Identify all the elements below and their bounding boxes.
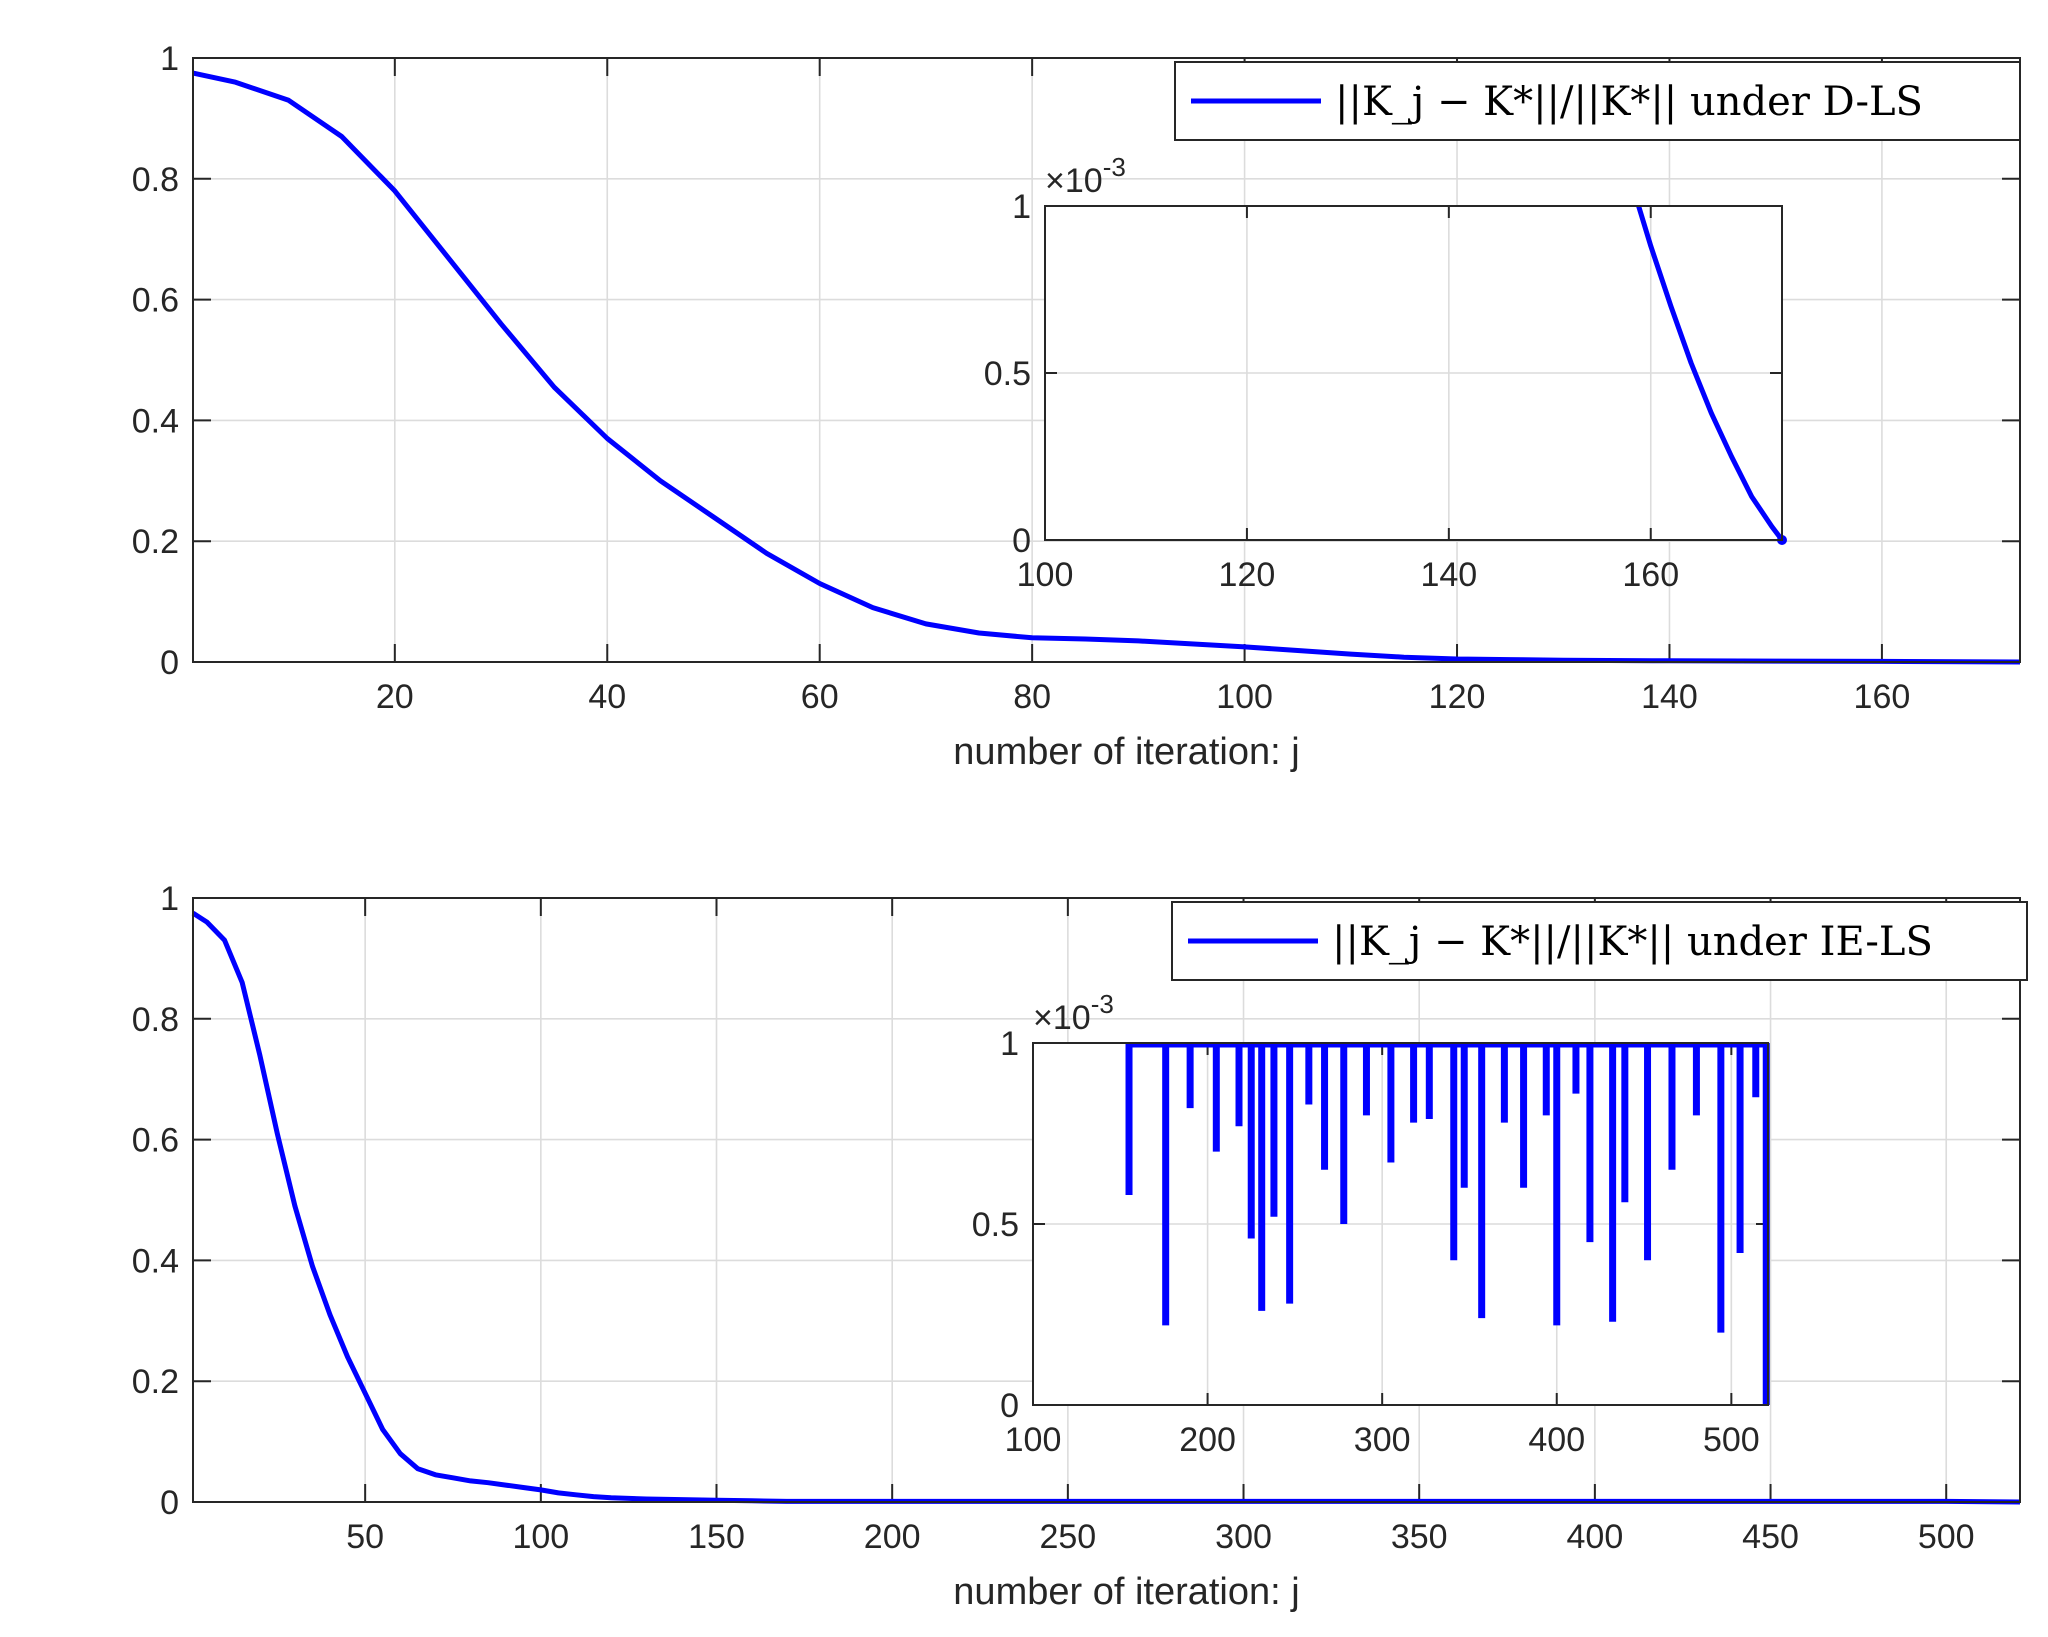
- x-tick-label: 80: [1013, 678, 1051, 716]
- x-tick-label: 400: [1567, 1518, 1624, 1556]
- inset-axes: 100 200 300 400 500 0 0.5 1 ×10-3: [972, 989, 1770, 1459]
- inset-spikes: [1125, 1042, 1770, 1405]
- x-tick-label: 150: [688, 1518, 745, 1556]
- x-tick-label: 20: [376, 678, 414, 716]
- top-chart-panel: 20 40 60 80 100 120 140 160 0 0.2 0.4 0.6 0.8 1 number…: [132, 40, 2021, 773]
- x-tick-label: 450: [1742, 1518, 1799, 1556]
- inset-y-tick-label: 0.5: [972, 1206, 1019, 1244]
- legend: ||K_j − K*||/||K*|| under IE-LS: [1171, 901, 2028, 981]
- inset-frame: [1032, 1042, 1769, 1406]
- y-tick-label: 0: [160, 1484, 179, 1522]
- y-tick-label: 0.6: [132, 1122, 179, 1160]
- y-tick-label: 0.4: [132, 1242, 179, 1280]
- x-axis-label: number of iteration: j: [953, 731, 1299, 773]
- y-tick-label: 0.6: [132, 282, 179, 320]
- y-tick-label: 0.8: [132, 1001, 179, 1039]
- inset-multiplier-base: ×10: [1033, 999, 1091, 1037]
- inset-y-tick-label: 1: [1000, 1025, 1019, 1063]
- inset-axes: 100 120 140 160 0 0.5 1 ×10-3: [984, 152, 1787, 594]
- x-tick-label: 300: [1215, 1518, 1272, 1556]
- x-tick-label: 50: [346, 1518, 384, 1556]
- x-tick-label: 60: [801, 678, 839, 716]
- y-tick-label: 1: [160, 40, 179, 78]
- inset-x-tick-label: 100: [1017, 556, 1074, 594]
- inset-y-tick-label: 1: [1012, 188, 1031, 226]
- y-tick-label: 0: [160, 644, 179, 682]
- x-tick-label: 350: [1391, 1518, 1448, 1556]
- x-tick-label: 100: [1216, 678, 1273, 716]
- legend: ||K_j − K*||/||K*|| under D-LS: [1174, 61, 2021, 141]
- inset-x-tick-label: 200: [1179, 1421, 1236, 1459]
- y-tick-label: 0.4: [132, 402, 179, 440]
- inset-x-tick-label: 400: [1528, 1421, 1585, 1459]
- x-tick-label: 160: [1854, 678, 1911, 716]
- axes-frame: [192, 897, 2021, 1503]
- inset-x-tick-label: 120: [1219, 556, 1276, 594]
- inset-y-tick-label: 0.5: [984, 355, 1031, 393]
- y-tick-label: 0.8: [132, 161, 179, 199]
- inset-x-tick-label: 140: [1420, 556, 1477, 594]
- inset-x-tick-label: 500: [1703, 1421, 1760, 1459]
- inset-x-tick-label: 300: [1354, 1421, 1411, 1459]
- inset-series-line: [1636, 205, 1784, 542]
- inset-x-tick-label: 100: [1005, 1421, 1062, 1459]
- x-tick-label: 120: [1429, 678, 1486, 716]
- y-tick-label: 1: [160, 880, 179, 918]
- inset-y-tick-label: 0: [1000, 1387, 1019, 1425]
- y-tick-label: 0.2: [132, 523, 179, 561]
- inset-y-multiplier: ×10-3: [1045, 152, 1126, 200]
- legend-entry-label: ||K_j − K*||/||K*|| under IE-LS: [1332, 919, 1933, 965]
- legend-entry-label: ||K_j − K*||/||K*|| under D-LS: [1335, 79, 1923, 125]
- inset-multiplier-exponent: -3: [1103, 152, 1126, 182]
- inset-y-multiplier: ×10-3: [1033, 989, 1114, 1037]
- y-tick-label: 0.2: [132, 1363, 179, 1401]
- x-tick-label: 100: [512, 1518, 569, 1556]
- x-tick-label: 500: [1918, 1518, 1975, 1556]
- inset-x-tick-label: 160: [1622, 556, 1679, 594]
- inset-y-tick-label: 0: [1012, 522, 1031, 560]
- inset-frame: [1044, 205, 1783, 541]
- axes-frame: [192, 57, 2021, 663]
- inset-multiplier-exponent: -3: [1091, 989, 1114, 1019]
- x-tick-label: 250: [1039, 1518, 1096, 1556]
- x-tick-label: 140: [1641, 678, 1698, 716]
- series-line: [192, 70, 2021, 665]
- x-tick-label: 200: [864, 1518, 921, 1556]
- inset-multiplier-base: ×10: [1045, 162, 1103, 200]
- bottom-chart-panel: 50 100 150 200 250 300 350 400 450 500 0 0.2 0.4 0.6 0…: [132, 880, 2028, 1613]
- x-axis-label: number of iteration: j: [953, 1571, 1299, 1613]
- x-tick-label: 40: [588, 678, 626, 716]
